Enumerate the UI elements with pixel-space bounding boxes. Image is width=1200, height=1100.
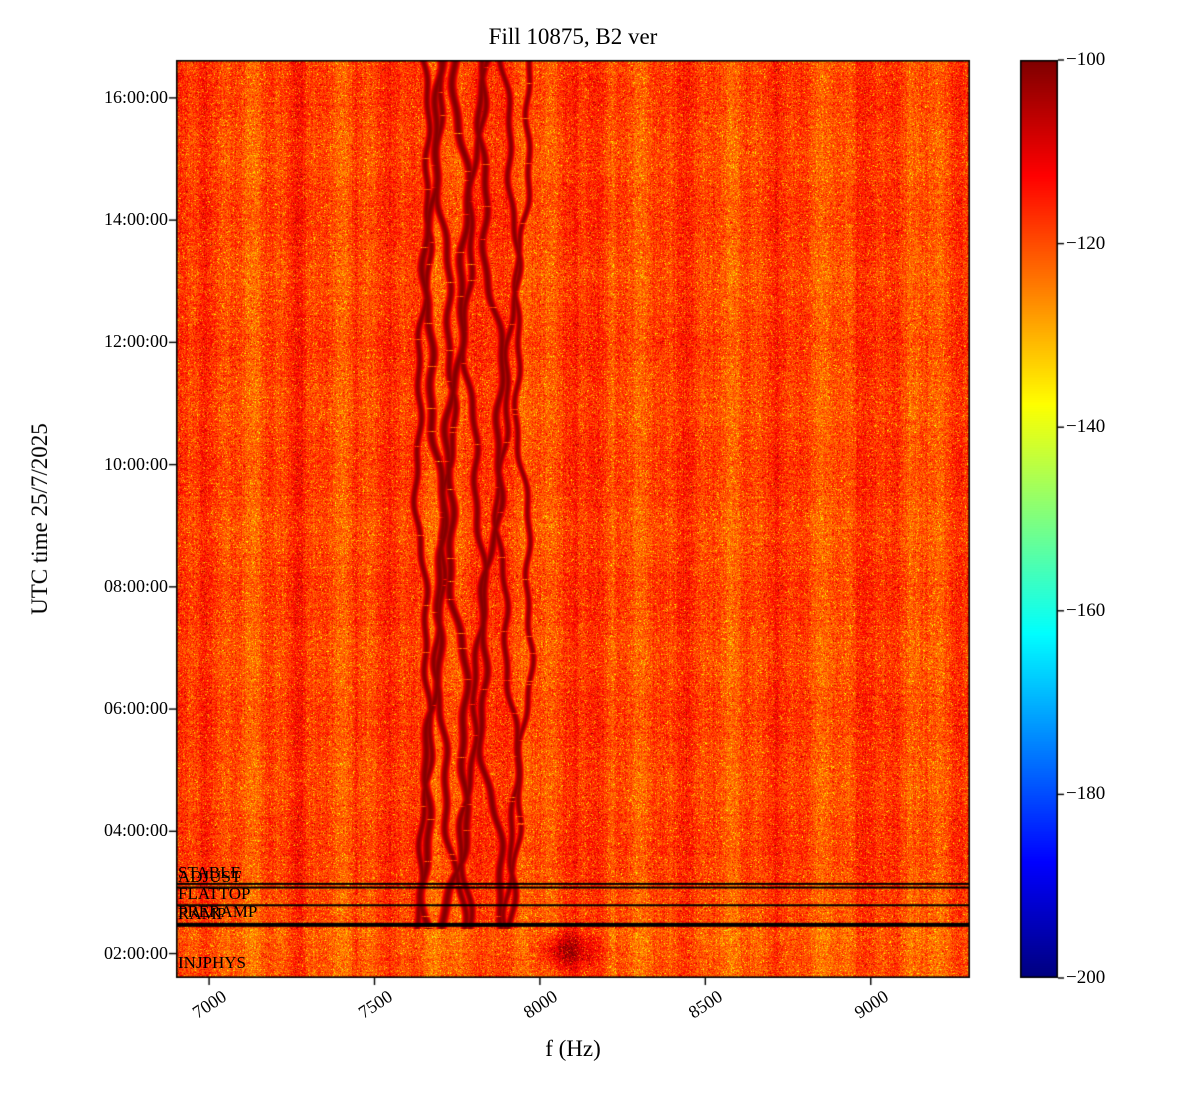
y-tick-label: 08:00:00 — [103, 575, 168, 596]
beam-mode-label: STABLE — [178, 862, 241, 882]
y-tick-label: 04:00:00 — [103, 820, 168, 841]
y-tick-label: 02:00:00 — [103, 942, 168, 963]
beam-mode-label: ADJUST — [178, 866, 242, 886]
y-tick-label: 10:00:00 — [103, 453, 168, 474]
beam-mode-label: INJPHYS — [178, 952, 247, 972]
colorbar-tick-label: −160 — [1066, 599, 1106, 621]
y-tick-label: 14:00:00 — [103, 209, 168, 230]
colorbar-tick-label: −180 — [1066, 783, 1106, 805]
beam-mode-label: PRERAMP — [178, 901, 258, 921]
chart-title: Fill 10875, B2 ver — [488, 24, 658, 49]
colorbar-tick-label: −120 — [1066, 232, 1106, 254]
colorbar-tick-label: −140 — [1066, 416, 1106, 438]
beam-mode-label: RAMP — [178, 903, 227, 923]
y-tick-label: 16:00:00 — [103, 86, 168, 107]
y-tick-label: 06:00:00 — [103, 698, 168, 719]
y-tick-label: 12:00:00 — [103, 331, 168, 352]
x-axis-label: f (Hz) — [545, 1036, 601, 1061]
beam-mode-label: FLATTOP — [178, 884, 251, 904]
colorbar-tick-label: −100 — [1066, 49, 1106, 70]
colorbar-tick-label: −200 — [1066, 967, 1106, 988]
